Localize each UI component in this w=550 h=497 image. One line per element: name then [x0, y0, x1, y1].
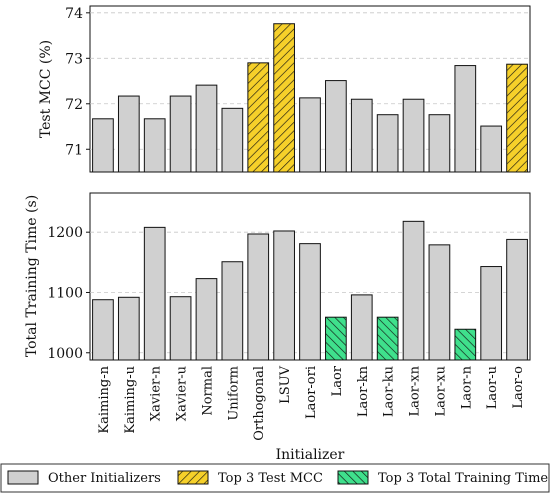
- mcc-bar-laor-kn: [350, 98, 373, 173]
- legend-label-top-time: Top 3 Total Training Time: [378, 471, 548, 486]
- time-y-tick-label: 1200: [47, 225, 83, 241]
- mcc-bar-laor-xn: [402, 98, 425, 173]
- time-bar-kaiming-n: [92, 299, 114, 361]
- legend-item-other: Other Initializers: [7, 470, 161, 486]
- mcc-bar-laor: [325, 80, 347, 173]
- time-bars: [92, 220, 528, 361]
- mcc-bar-laor-n: [454, 65, 477, 173]
- mcc-bar-xavier-u: [169, 95, 192, 173]
- x-tick-label: Kaiming-n: [97, 365, 112, 433]
- x-tick-label: Laor-n: [459, 365, 474, 409]
- time-bar-laor-n: [454, 328, 477, 361]
- x-tick-labels: Kaiming-n Kaiming-u Xavier-n Xavier-u Normal…: [97, 365, 526, 441]
- x-tick-label: Laor-o: [511, 366, 526, 409]
- mcc-bar-kaiming-n: [92, 118, 114, 173]
- time-bar-laor-xu: [428, 244, 451, 361]
- x-tick-label: Laor-kn: [356, 365, 371, 417]
- mcc-bar-laor-xu: [428, 114, 451, 173]
- mcc-y-axis-label: Test MCC (%): [38, 40, 54, 138]
- x-tick-label: Kaiming-u: [123, 366, 138, 434]
- time-bar-laor-u: [480, 266, 503, 361]
- time-bar-xavier-n: [143, 226, 166, 361]
- mcc-bar-laor-ku: [376, 114, 399, 173]
- time-bar-lsuv: [273, 230, 295, 361]
- mcc-y-tick-label: 73: [65, 51, 83, 67]
- time-y-tick-label: 1100: [47, 285, 83, 301]
- mcc-y-tick-label: 74: [65, 6, 83, 22]
- mcc-bar-laor-ori: [299, 97, 321, 173]
- mcc-bar-kaiming-u: [117, 95, 140, 173]
- time-bar-laor-kn: [350, 294, 373, 361]
- mcc-bar-laor-o: [506, 63, 528, 173]
- mcc-bar-laor-u: [480, 125, 503, 173]
- mcc-bars: [92, 23, 528, 173]
- time-bar-xavier-u: [169, 296, 192, 361]
- x-tick-label: Orthogonal: [252, 366, 267, 441]
- time-y-axis-label: Total Training Time (s): [24, 195, 40, 357]
- x-tick-label: Uniform: [226, 366, 241, 421]
- time-y-ticks: 1000 1100 1200: [47, 225, 90, 362]
- x-tick-label: Laor: [330, 365, 345, 396]
- legend-frame: [0, 463, 550, 493]
- time-bar-laor-ori: [299, 243, 321, 361]
- legend-swatch-other: [7, 470, 39, 485]
- x-tick-label: LSUV: [278, 365, 293, 403]
- x-tick-label: Laor-ori: [304, 366, 319, 419]
- x-tick-label: Xavier-n: [149, 365, 164, 421]
- legend-swatch-top-time: [337, 470, 369, 485]
- time-bar-orthogonal: [247, 233, 270, 361]
- time-bar-laor-xn: [402, 220, 425, 361]
- mcc-bar-uniform: [221, 107, 244, 173]
- mcc-bar-lsuv: [273, 23, 295, 173]
- time-bar-laor: [325, 316, 347, 361]
- x-tick-label: Laor-u: [485, 366, 500, 409]
- mcc-bar-normal: [195, 84, 218, 173]
- legend-label-other: Other Initializers: [48, 471, 161, 486]
- x-tick-label: Xavier-u: [175, 366, 190, 421]
- time-chart-panel: 1000 1100 1200 Kaiming-n Kaiming-u Xavier-n X…: [24, 192, 531, 463]
- time-bar-laor-ku: [376, 316, 399, 361]
- time-bar-uniform: [221, 261, 244, 361]
- x-tick-label: Normal: [200, 366, 215, 416]
- legend: Other Initializers Top 3 Test MCC Top 3 …: [0, 463, 550, 493]
- legend-item-top-time: Top 3 Total Training Time: [337, 470, 548, 486]
- x-tick-label: Laor-xu: [433, 366, 448, 417]
- x-tick-label: Laor-xn: [408, 365, 423, 416]
- time-y-tick-label: 1000: [47, 346, 83, 362]
- x-axis-label: Initializer: [276, 447, 345, 463]
- time-bar-laor-o: [506, 238, 528, 361]
- mcc-bar-xavier-n: [143, 118, 166, 173]
- x-tick-label: Laor-ku: [382, 366, 397, 417]
- mcc-chart-panel: 71 72 73 74 Test MCC (%): [38, 5, 531, 173]
- time-bar-kaiming-u: [117, 296, 140, 361]
- legend-item-top-mcc: Top 3 Test MCC: [177, 470, 323, 486]
- mcc-y-tick-label: 71: [65, 142, 83, 158]
- legend-label-top-mcc: Top 3 Test MCC: [218, 471, 323, 486]
- mcc-bar-orthogonal: [247, 62, 270, 173]
- legend-swatch-top-mcc: [177, 470, 209, 485]
- mcc-y-tick-label: 72: [65, 97, 83, 113]
- mcc-y-ticks: 71 72 73 74: [65, 6, 90, 158]
- time-bar-normal: [195, 278, 218, 361]
